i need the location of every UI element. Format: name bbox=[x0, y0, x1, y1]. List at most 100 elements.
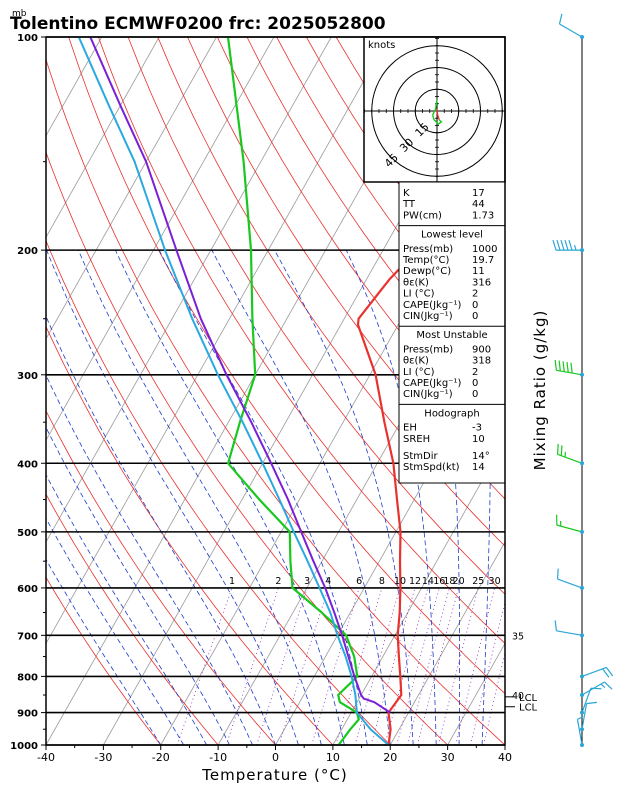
wind-barb-staff bbox=[559, 23, 583, 38]
stats-label: EH bbox=[403, 423, 417, 434]
mixing-ratio-label: 16 bbox=[433, 576, 445, 587]
stats-label: CAPE(Jkg⁻¹) bbox=[403, 300, 461, 311]
stats-label: TT bbox=[402, 199, 416, 210]
wind-barb-flag bbox=[564, 239, 569, 251]
x-tick-label: 40 bbox=[498, 751, 512, 764]
x-tick-label: -40 bbox=[37, 751, 55, 764]
y-tick-label: 100 bbox=[17, 33, 38, 44]
stats-panel: K 17 TT 44 PW(cm) 1.73 Lowest level Press(mb) 10… bbox=[398, 181, 506, 484]
wind-barb-half-flag bbox=[600, 683, 606, 689]
stats-value: 900 bbox=[472, 344, 491, 355]
isotherm-line bbox=[46, 37, 217, 340]
y-tick-label: 200 bbox=[17, 246, 38, 257]
stats-label: LI (°C) bbox=[403, 367, 435, 378]
dry-adiabat bbox=[46, 410, 276, 745]
wind-barb-flag bbox=[562, 361, 565, 372]
stats-value: 14° bbox=[472, 451, 490, 462]
wind-barb-dot bbox=[580, 372, 584, 377]
wind-barb-dot bbox=[580, 461, 584, 466]
wind-barb-flag bbox=[554, 620, 557, 631]
profile-dewpoint bbox=[226, 37, 360, 745]
x-tick-label: 0 bbox=[272, 751, 279, 764]
mixing-ratio-line bbox=[437, 587, 479, 745]
mixing-ratio-label: 6 bbox=[356, 576, 362, 587]
sounding-profiles bbox=[77, 37, 505, 745]
stats-label: Press(mb) bbox=[403, 244, 453, 255]
x-tick-label: -10 bbox=[209, 751, 227, 764]
stats-value: 10 bbox=[472, 434, 485, 445]
stats-value: 2 bbox=[472, 289, 478, 300]
stats-value: 318 bbox=[472, 356, 491, 367]
moist-adiabat bbox=[46, 473, 208, 745]
pressure-unit-label: mb bbox=[12, 9, 27, 19]
wind-barb-dot bbox=[580, 248, 584, 253]
wind-barb-flag bbox=[556, 239, 561, 251]
stats-label: K bbox=[403, 188, 410, 199]
dry-adiabat bbox=[187, 37, 505, 500]
moist-adiabat bbox=[211, 249, 391, 745]
wind-barb-staff bbox=[557, 453, 583, 464]
mixing-ratio-label: 40 bbox=[512, 691, 524, 702]
hodograph-frame bbox=[363, 36, 506, 183]
wind-barb-flag bbox=[604, 681, 613, 690]
isotherm-line bbox=[46, 37, 332, 543]
isotherm-line bbox=[46, 37, 103, 137]
thermo-background bbox=[46, 37, 618, 745]
chart-title: Tolentino ECMWF0200 frc: 2025052800 bbox=[10, 14, 386, 34]
stats-label: θε(K) bbox=[403, 277, 429, 288]
dry-adiabat bbox=[514, 37, 618, 745]
stats-value: 0 bbox=[472, 300, 478, 311]
y-tick-label: 500 bbox=[17, 528, 38, 539]
wind-barb-dot bbox=[580, 710, 584, 715]
wind-barb-staff bbox=[581, 666, 607, 677]
wind-barb-flag bbox=[568, 239, 573, 251]
isotherm-line bbox=[389, 541, 505, 745]
stats-label: Press(mb) bbox=[403, 344, 453, 355]
stats-value: 2 bbox=[472, 367, 478, 378]
dry-adiabat bbox=[68, 37, 505, 695]
dry-adiabat bbox=[46, 325, 334, 745]
wind-barb-staff bbox=[556, 524, 583, 533]
stats-value: 14 bbox=[472, 462, 485, 473]
hodograph-trace-low bbox=[436, 109, 440, 120]
mixing-ratio-label: 8 bbox=[379, 576, 385, 587]
wind-barb-flag bbox=[605, 667, 614, 677]
mixing-ratio-line bbox=[396, 587, 440, 745]
lcl-label: LCL bbox=[519, 703, 538, 714]
wind-barb-flag bbox=[554, 359, 557, 371]
wind-barb-dot bbox=[580, 633, 584, 638]
wind-barb-dot bbox=[580, 743, 584, 747]
dry-adiabat bbox=[157, 37, 505, 547]
stats-value: -3 bbox=[472, 423, 482, 434]
stats-section-title: Lowest level bbox=[421, 230, 483, 241]
stats-value: 316 bbox=[472, 277, 491, 288]
moist-adiabat bbox=[46, 558, 162, 745]
mixing-ratio-line bbox=[225, 587, 279, 745]
hodograph-trace-high bbox=[431, 99, 438, 116]
dry-adiabat bbox=[46, 576, 162, 745]
y-tick-label: 300 bbox=[17, 371, 38, 382]
isotherm-line bbox=[46, 37, 389, 645]
mixing-ratio-label: 30 bbox=[489, 576, 501, 587]
mixing-ratio-label: 4 bbox=[325, 576, 331, 587]
wind-barb-dot bbox=[580, 585, 584, 590]
stats-value: 0 bbox=[472, 389, 478, 400]
x-tick-label: -30 bbox=[94, 751, 112, 764]
isotherm-line bbox=[46, 37, 160, 239]
mixing-ratio-line bbox=[455, 587, 495, 745]
mixing-ratio-label: 2 bbox=[275, 576, 281, 587]
y-axis: 100 200 300 400 500 600 700 800 900 1000 bbox=[10, 33, 46, 752]
y-tick-label: 700 bbox=[17, 631, 38, 642]
isotherm-line bbox=[332, 439, 505, 745]
stats-section-title: Hodograph bbox=[424, 408, 479, 419]
wind-barb-column bbox=[552, 13, 614, 747]
dry-adiabat bbox=[216, 37, 505, 454]
x-tick-label: -20 bbox=[152, 751, 170, 764]
wind-barb-staff bbox=[581, 703, 588, 730]
stats-value: 1000 bbox=[472, 244, 497, 255]
dry-adiabat bbox=[574, 37, 618, 745]
mixing-ratio-axis-title: Mixing Ratio (g/kg) bbox=[531, 310, 549, 471]
stats-label: CIN(Jkg⁻¹) bbox=[403, 389, 453, 400]
